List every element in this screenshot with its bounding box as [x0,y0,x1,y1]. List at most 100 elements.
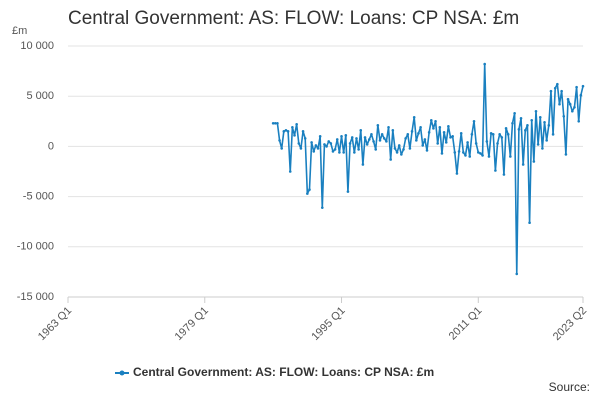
point [346,190,350,193]
point [316,147,320,150]
point [560,89,563,93]
point [489,132,493,135]
point [329,142,333,145]
x-tick-label: 1979 Q1 [173,305,211,343]
point [481,154,484,157]
point [282,130,286,133]
point [524,129,527,132]
point [400,153,403,156]
point [566,97,570,101]
point [327,140,331,143]
point [273,122,277,125]
point [491,133,495,136]
point [391,129,395,132]
point [412,115,416,119]
point [432,127,435,130]
point [338,151,341,154]
point [361,163,365,166]
point [310,141,313,144]
point [340,135,343,138]
point [359,129,363,132]
point [562,114,566,118]
point [385,140,388,143]
point [342,151,345,154]
point [301,130,305,133]
legend-label: Central Government: AS: FLOW: Loans: CP … [133,365,434,379]
point [323,143,326,146]
chart-title: Central Government: AS: FLOW: Loans: CP … [68,8,519,29]
point [344,134,348,137]
point [440,152,444,155]
point [434,120,437,123]
point [573,105,576,109]
point [494,169,497,172]
series-line [273,63,584,275]
point [551,133,555,136]
point [393,147,397,150]
point [509,155,512,158]
point [549,89,553,93]
point [511,122,514,125]
point [402,148,405,151]
point [419,126,422,129]
point [417,132,420,135]
point [395,151,399,154]
point [506,133,510,136]
point [387,126,390,129]
point [451,135,454,138]
x-tick-label: 2011 Q1 [447,305,485,343]
point [453,151,457,154]
point [306,192,309,195]
point [312,150,316,153]
point [438,126,442,129]
point [545,139,548,142]
point [286,130,290,133]
y-tick-label: 0 [48,140,54,152]
point [320,206,324,209]
point [368,138,371,141]
point [376,124,380,127]
y-tick-label: -15 000 [17,291,54,303]
point [483,62,487,66]
x-tick-label: 2023 Q2 [551,305,589,343]
point [427,131,431,134]
point [280,147,283,150]
point [365,143,369,146]
point [581,84,585,88]
point [288,170,292,173]
point [517,128,521,131]
point [466,141,469,144]
point [436,142,439,145]
x-tick-label: 1995 Q1 [309,305,347,343]
y-tick-label: 10 000 [20,40,54,52]
point [468,155,472,158]
point [348,142,352,145]
point [303,137,307,140]
point [408,147,412,150]
point [547,124,551,127]
point [538,115,542,119]
point [380,133,384,136]
point [278,139,281,142]
point [350,136,354,139]
point [295,123,298,126]
point [568,102,572,106]
point [515,272,519,276]
point [474,142,478,145]
point [571,109,574,113]
point [297,142,301,145]
point [378,139,382,142]
point [284,129,288,132]
point [513,111,516,115]
point [425,149,429,152]
point [335,138,339,141]
point [325,145,328,148]
point [357,148,360,151]
point [457,150,461,153]
point [444,141,448,144]
point [355,137,358,140]
point [374,148,378,151]
y-tick-label: -10 000 [17,241,54,253]
point [291,126,294,129]
point [314,144,318,147]
